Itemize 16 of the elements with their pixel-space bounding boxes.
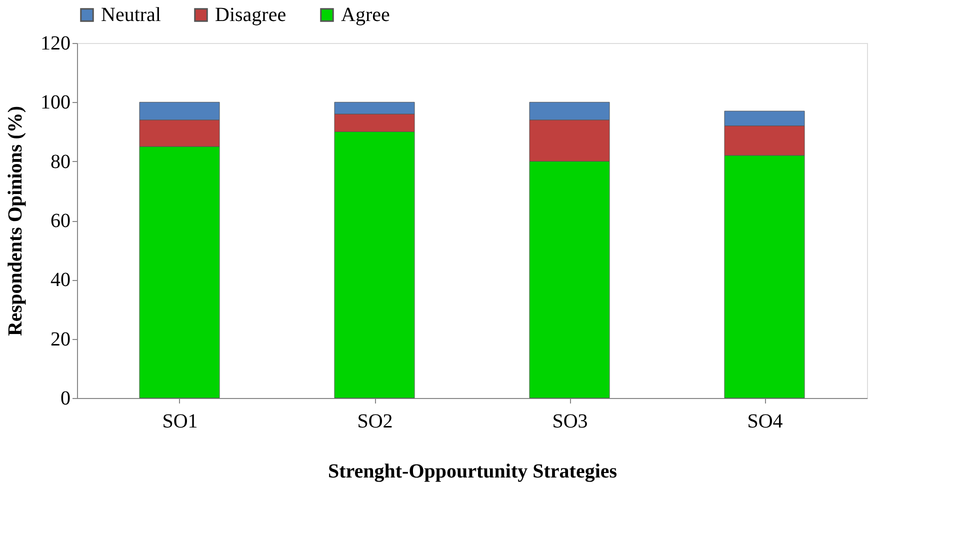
- y-tick-label: 120: [40, 32, 70, 54]
- y-tick-label: 0: [60, 388, 70, 410]
- y-tick-label: 80: [50, 150, 70, 173]
- x-axis-title: Strenght-Oppourtunity Strategies: [328, 460, 618, 482]
- y-tick-label: 20: [50, 328, 70, 350]
- y-axis-title: Respondents Opinions (%): [4, 106, 26, 336]
- legend-label: Agree: [341, 4, 390, 26]
- x-tick-label: SO4: [747, 410, 783, 432]
- x-tick-label: SO3: [552, 410, 588, 432]
- y-tick-label: 100: [40, 92, 70, 114]
- y-tick-label: 40: [50, 269, 70, 292]
- y-tick-label: 60: [50, 210, 70, 232]
- x-tick-label: SO2: [357, 410, 393, 432]
- legend-label: Neutral: [101, 4, 162, 26]
- legend-label: Disagree: [215, 4, 286, 26]
- x-tick-label: SO1: [162, 410, 198, 432]
